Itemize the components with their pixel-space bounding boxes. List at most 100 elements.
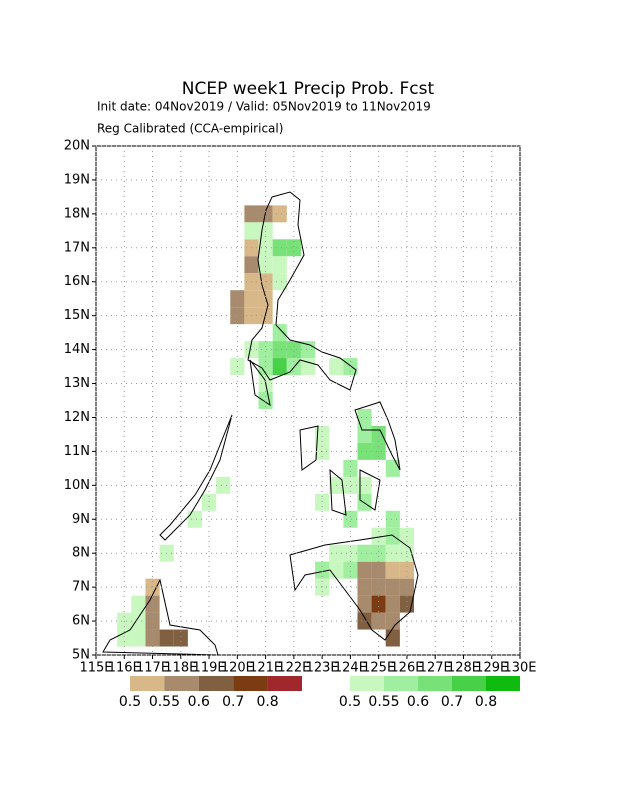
prob-cell (244, 256, 259, 274)
x-tick-label: 121E (249, 661, 282, 676)
prob-cell (357, 476, 372, 494)
x-tick-label: 120E (221, 661, 254, 676)
x-tick-label: 125E (362, 661, 395, 676)
y-tick-label: 19N (64, 172, 90, 187)
x-tick-label: 124E (334, 661, 367, 676)
y-tick-label: 9N (72, 512, 90, 527)
colorbar-label: 0.7 (441, 694, 463, 710)
prob-cell (357, 493, 372, 511)
prob-cell (385, 544, 400, 562)
prob-cell (357, 595, 372, 613)
prob-cell (343, 510, 358, 528)
colorbar-swatch (486, 676, 520, 691)
prob-cell (357, 425, 372, 443)
prob-cell (385, 612, 400, 630)
prob-cell (343, 561, 358, 579)
subtitle: Init date: 04Nov2019 / Valid: 05Nov2019 … (97, 100, 431, 114)
prob-cell (131, 612, 146, 630)
prob-cell (399, 561, 414, 579)
prob-cell (272, 256, 287, 274)
y-tick-label: 7N (72, 580, 90, 595)
colorbar-label: 0.5 (339, 694, 361, 710)
prob-cell (371, 544, 386, 562)
prob-cell (385, 578, 400, 596)
colorbar-swatch (418, 676, 452, 691)
colorbar-swatch (130, 676, 165, 691)
prob-cell (357, 561, 372, 579)
x-tick-label: 130E (503, 661, 536, 676)
x-tick-label: 129E (475, 661, 508, 676)
prob-cell (145, 629, 160, 647)
colorbar-label: 0.8 (475, 694, 497, 710)
prob-cell (145, 595, 160, 613)
prob-cell (385, 510, 400, 528)
colorbar-label: 0.55 (149, 694, 180, 710)
colorbar-swatch (452, 676, 486, 691)
y-tick-label: 14N (64, 342, 90, 357)
prob-cell (145, 578, 160, 596)
colorbar-label: 0.55 (368, 694, 399, 710)
y-tick-label: 13N (64, 376, 90, 391)
colorbar-label: 0.7 (222, 694, 244, 710)
prob-cell (357, 408, 372, 426)
prob-cell (371, 561, 386, 579)
colorbar-swatch (350, 676, 384, 691)
colorbar-swatch (198, 676, 234, 691)
x-tick-label: 117E (136, 661, 169, 676)
prob-cell (272, 205, 287, 223)
colorbar-label: 0.5 (119, 694, 141, 710)
colorbar-swatch (164, 676, 199, 691)
prob-cell (272, 273, 287, 291)
coastlines (102, 191, 419, 656)
prob-cell (202, 493, 217, 511)
prob-cell (258, 239, 273, 257)
y-tick-label: 5N (72, 648, 90, 663)
y-tick-label: 12N (64, 410, 90, 425)
y-tick-label: 16N (64, 274, 90, 289)
prob-cell (385, 561, 400, 579)
colorbar-label: 0.8 (256, 694, 278, 710)
prob-cell (131, 629, 146, 647)
note: Reg Calibrated (CCA-empirical) (97, 122, 283, 136)
prob-cell (385, 629, 400, 647)
x-tick-label: 127E (419, 661, 452, 676)
prob-cell (315, 493, 330, 511)
prob-cell (371, 578, 386, 596)
prob-cell (131, 595, 146, 613)
prob-cell (286, 341, 301, 359)
prob-cell (343, 459, 358, 477)
y-tick-label: 20N (64, 139, 90, 154)
title: NCEP week1 Precip Prob. Fcst (182, 79, 435, 99)
x-tick-label: 116E (108, 661, 141, 676)
y-tick-label: 11N (64, 444, 90, 459)
prob-cell (357, 612, 372, 630)
x-tick-label: 122E (277, 661, 310, 676)
prob-cell (343, 544, 358, 562)
prob-cell (286, 239, 301, 257)
prob-cell (272, 239, 287, 257)
x-tick-label: 118E (164, 661, 197, 676)
prob-cell (258, 256, 273, 274)
prob-cell (272, 341, 287, 359)
y-tick-label: 10N (64, 478, 90, 493)
prob-cell (244, 222, 259, 240)
prob-cell (216, 476, 231, 494)
prob-cell (159, 629, 174, 647)
prob-cell (329, 561, 344, 579)
prob-cell (117, 629, 132, 647)
colorbar-label: 0.6 (188, 694, 210, 710)
prob-cell (371, 425, 386, 443)
plot-frame (95, 145, 521, 656)
prob-cell (385, 527, 400, 545)
colorbar-label: 0.6 (407, 694, 429, 710)
prob-cell (300, 358, 316, 376)
prob-cell (357, 442, 372, 460)
prob-cell (230, 307, 245, 325)
prob-cell (258, 341, 273, 359)
colorbar-swatch (384, 676, 418, 691)
prob-cell (272, 324, 287, 342)
colorbar-swatch (267, 676, 302, 691)
prob-cell (315, 561, 330, 579)
x-tick-label: 119E (193, 661, 226, 676)
